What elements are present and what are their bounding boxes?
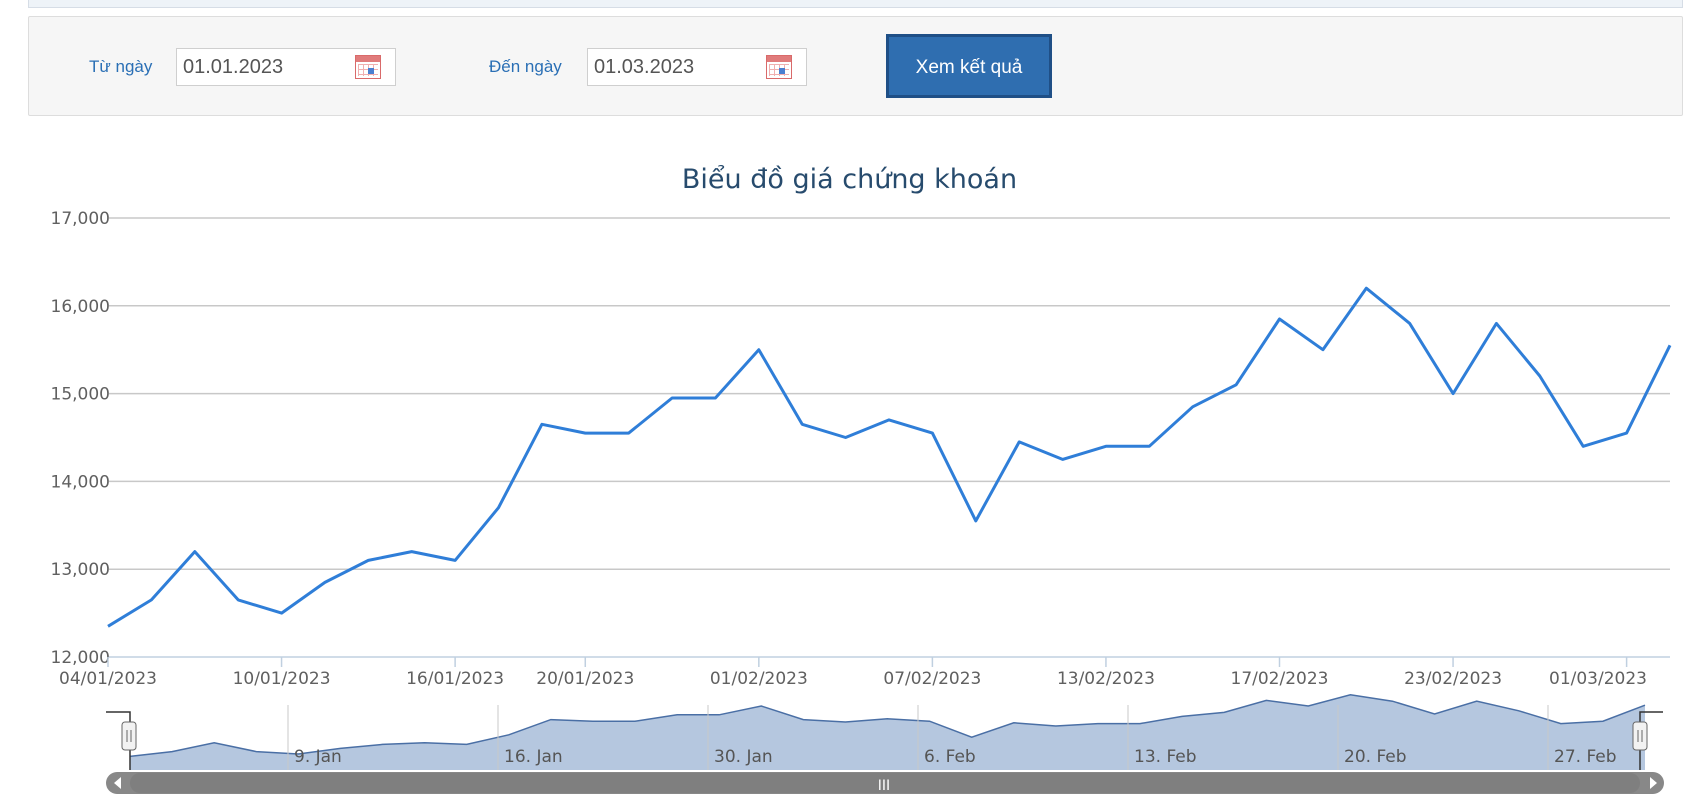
from-date-label: Từ ngày <box>89 57 153 76</box>
x-tick-label: 17/02/2023 <box>1231 669 1329 689</box>
navigator-area <box>130 694 1645 770</box>
navigator-line <box>129 694 1646 758</box>
grip-icon: III <box>878 778 890 794</box>
grid-layer <box>109 217 1670 658</box>
right-arrow-icon[interactable] <box>1650 777 1657 789</box>
navigator-label: 16. Jan <box>504 747 563 767</box>
x-tick-label: 10/01/2023 <box>233 669 331 689</box>
navigator: 9. Jan 16. Jan 30. Jan 6. Feb 13. Feb 20. Feb… <box>106 694 1664 794</box>
y-tick-label: 14,000 <box>51 472 110 492</box>
calendar-icon[interactable] <box>355 55 381 79</box>
x-tick-label: 23/02/2023 <box>1404 669 1502 689</box>
navigator-label: 9. Jan <box>294 747 342 767</box>
from-date-field[interactable] <box>176 48 396 86</box>
to-date-label: Đến ngày <box>489 57 562 76</box>
navigator-label: 30. Jan <box>714 747 773 767</box>
y-tick-label: 13,000 <box>51 560 110 580</box>
view-results-button[interactable]: Xem kết quả <box>886 34 1052 98</box>
from-date-input[interactable] <box>183 55 353 79</box>
y-tick-label: 17,000 <box>51 209 110 229</box>
series-layer <box>107 286 1672 628</box>
navigator-outline-right <box>1639 711 1663 770</box>
x-tick-label: 04/01/2023 <box>59 669 157 689</box>
x-tick-label: 16/01/2023 <box>406 669 504 689</box>
y-axis-ticks: 12,000 13,000 14,000 15,000 16,000 17,000 <box>51 209 110 668</box>
navigator-label: 20. Feb <box>1344 747 1407 767</box>
x-axis-ticks: 04/01/2023 10/01/2023 16/01/2023 20/01/2023… <box>59 657 1647 689</box>
y-tick-label: 12,000 <box>51 648 110 668</box>
scrollbar-thumb[interactable] <box>130 773 1640 793</box>
navigator-label: 27. Feb <box>1554 747 1617 767</box>
navigator-outline-left <box>106 711 131 770</box>
y-tick-label: 16,000 <box>51 297 110 317</box>
left-arrow-icon[interactable] <box>114 777 121 789</box>
top-strip <box>28 0 1683 8</box>
navigator-handle-left[interactable] <box>121 721 137 751</box>
chart-title: Biểu đồ giá chứng khoán <box>681 164 1018 195</box>
x-tick-label: 13/02/2023 <box>1057 669 1155 689</box>
x-tick-label: 01/02/2023 <box>710 669 808 689</box>
x-tick-label: 07/02/2023 <box>883 669 981 689</box>
price-line <box>107 286 1672 628</box>
navigator-label: 6. Feb <box>924 747 976 767</box>
view-results-label: Xem kết quả <box>915 57 1023 78</box>
x-tick-label: 20/01/2023 <box>536 669 634 689</box>
to-date-field[interactable] <box>587 48 807 86</box>
x-tick-label: 01/03/2023 <box>1549 669 1647 689</box>
navigator-handle-right[interactable] <box>1632 721 1648 751</box>
calendar-icon[interactable] <box>766 55 792 79</box>
navigator-label: 13. Feb <box>1134 747 1197 767</box>
date-filter-panel: Từ ngày Đến ngày Xem kết quả <box>28 16 1683 116</box>
to-date-input[interactable] <box>594 55 764 79</box>
y-tick-label: 15,000 <box>51 385 110 405</box>
